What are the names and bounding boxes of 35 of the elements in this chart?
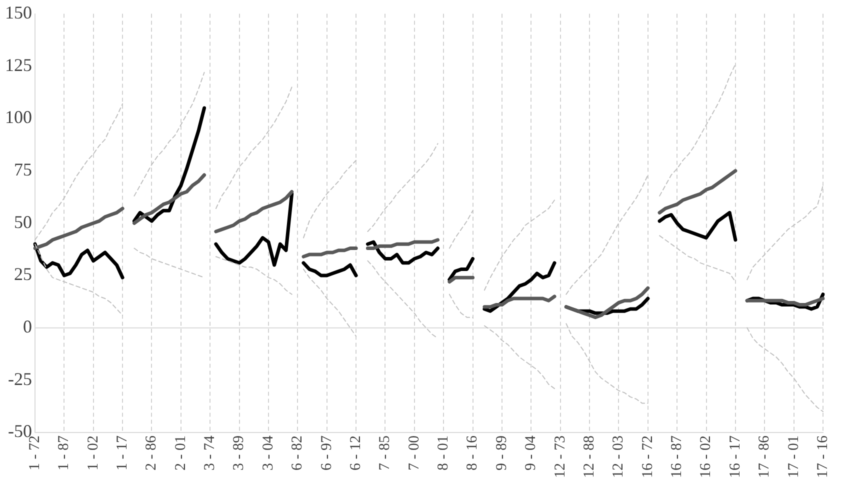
x-tick-label: 6 - 12 (348, 436, 364, 471)
x-tick-label: 3 - 89 (231, 436, 248, 471)
x-tick-label: 17 - 86 (756, 435, 773, 478)
x-tick-label: 3 - 04 (260, 435, 276, 471)
y-tick-label: -25 (8, 368, 32, 389)
x-tick-label: 1 - 02 (85, 436, 102, 471)
x-tick-label: 2 - 86 (144, 435, 160, 471)
x-tick-label: 16 - 17 (727, 435, 744, 478)
x-tick-label: 6 - 97 (318, 435, 335, 471)
x-tick-label: 16 - 87 (669, 435, 686, 478)
x-tick-label: 8 - 16 (464, 435, 481, 471)
x-tick-label: 9 - 04 (523, 435, 540, 471)
x-tick-label: 6 - 82 (290, 436, 306, 471)
x-tick-label: 12 - 03 (610, 436, 627, 478)
x-tick-label: 1 - 17 (114, 435, 130, 471)
x-tick-label: 7 - 85 (377, 436, 394, 471)
y-tick-label: 50 (14, 212, 32, 232)
y-tick-label: 125 (5, 54, 32, 75)
y-tick-label: 0 (23, 316, 32, 337)
x-tick-label: 3 - 74 (202, 435, 218, 471)
x-tick-label: 16 - 72 (640, 436, 656, 478)
x-tick-label: 17 - 01 (786, 436, 802, 478)
x-tick-label: 8 - 01 (436, 436, 452, 471)
y-tick-label: 100 (5, 107, 32, 128)
x-tick-label: 9 - 89 (494, 436, 510, 471)
x-tick-label: 7 - 00 (406, 436, 422, 471)
x-tick-label: 16 - 02 (698, 436, 714, 478)
x-tick-label: 1 - 87 (56, 435, 72, 471)
y-tick-label: 25 (14, 264, 32, 284)
y-tick-label: 75 (14, 160, 32, 180)
x-tick-label: 12 - 88 (581, 436, 598, 478)
x-tick-label: 17 - 16 (814, 435, 831, 478)
y-tick-label: 150 (5, 2, 32, 23)
x-tick-label: 12 - 73 (552, 436, 568, 478)
x-tick-label: 2 - 01 (172, 436, 189, 471)
